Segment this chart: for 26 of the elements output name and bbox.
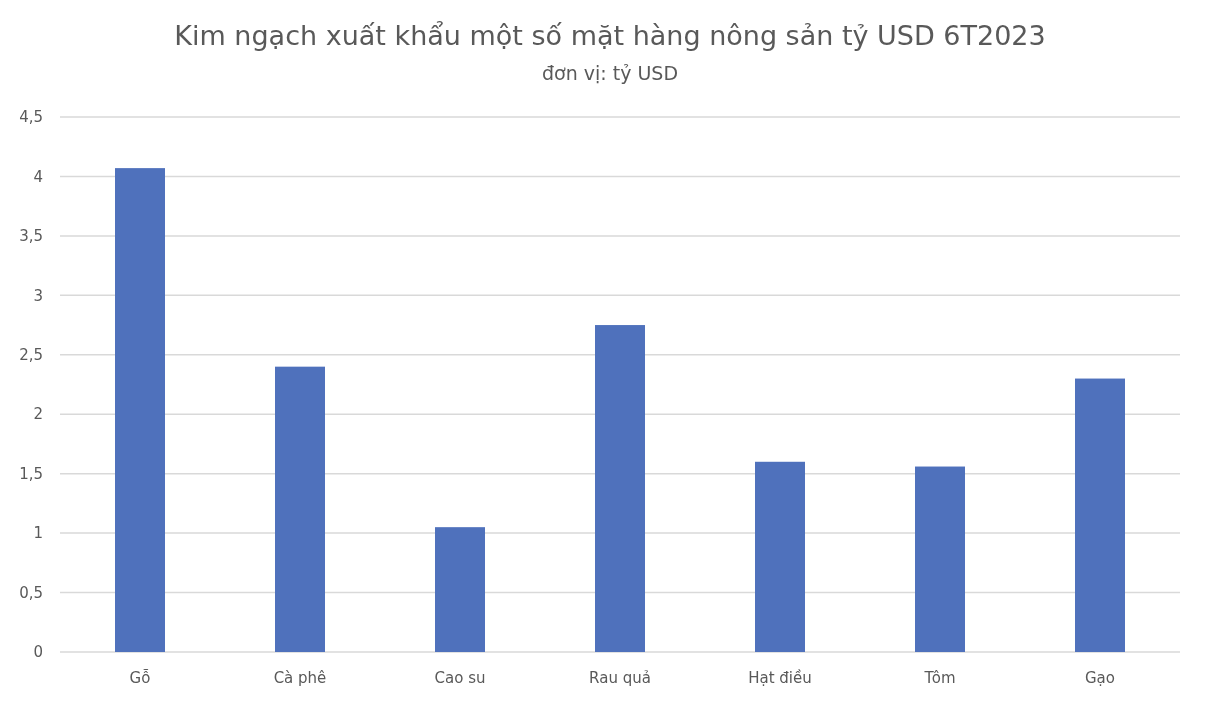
bar [435,527,485,652]
y-tick-label: 3,5 [19,227,43,246]
y-tick-label: 3 [33,286,43,305]
bar [595,325,645,652]
y-tick-label: 2,5 [19,346,43,365]
x-tick-label: Cao su [434,669,486,687]
x-tick-label: Tôm [923,669,956,687]
bar [115,168,165,652]
x-tick-label: Gạo [1085,669,1115,687]
chart-title: Kim ngạch xuất khẩu một số mặt hàng nông sản tỷ USD 6T2023 [174,20,1046,51]
y-tick-label: 4 [33,167,43,186]
y-tick-label: 0 [33,643,43,662]
y-tick-label: 0,5 [19,583,43,602]
x-tick-label: Rau quả [589,669,651,687]
bar [755,461,805,652]
y-tick-label: 4,5 [19,108,43,127]
bar [915,466,965,652]
x-tick-label: Hạt điều [748,669,812,687]
bar [1075,378,1125,652]
chart-subtitle: đơn vị: tỷ USD [541,62,679,84]
y-tick-label: 1 [33,524,43,543]
y-tick-label: 1,5 [19,464,43,483]
bar [275,366,325,652]
x-tick-label: Gỗ [129,669,151,687]
y-tick-label: 2 [33,405,43,424]
x-tick-label: Cà phê [273,669,327,687]
